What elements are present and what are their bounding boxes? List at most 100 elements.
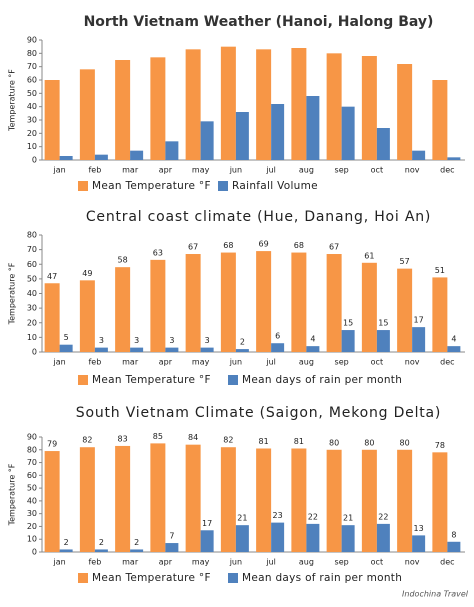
x-tick-label: jul xyxy=(265,358,276,367)
y-tick-label: 30 xyxy=(27,304,37,313)
bar xyxy=(326,449,342,552)
y-tick-label: 40 xyxy=(27,102,37,111)
data-label: 82 xyxy=(223,436,233,445)
x-tick-label: oct xyxy=(371,166,383,175)
y-tick-label: 0 xyxy=(32,548,37,557)
bar xyxy=(256,448,272,552)
y-axis-label: Temperature °F xyxy=(8,262,17,325)
data-label: 4 xyxy=(310,335,315,344)
legend-swatch xyxy=(228,573,238,583)
y-tick-label: 60 xyxy=(27,76,37,85)
x-tick-label: dec xyxy=(440,166,454,175)
data-label: 81 xyxy=(294,437,304,446)
x-tick-label: feb xyxy=(88,166,101,175)
bar xyxy=(397,449,413,552)
data-label: 2 xyxy=(134,538,139,547)
bar xyxy=(115,60,131,160)
y-axis-label: Temperature °F xyxy=(8,69,17,132)
bar xyxy=(412,150,426,160)
data-label: 17 xyxy=(202,519,212,528)
data-label: 3 xyxy=(205,336,210,345)
y-tick-label: 60 xyxy=(27,471,37,480)
data-label: 80 xyxy=(400,438,410,447)
y-tick-label: 40 xyxy=(27,289,37,298)
bar xyxy=(256,251,272,352)
data-label: 63 xyxy=(153,248,163,257)
data-label: 2 xyxy=(64,538,69,547)
data-label: 3 xyxy=(169,336,174,345)
x-tick-label: dec xyxy=(440,558,454,567)
bar xyxy=(376,523,390,552)
bar xyxy=(185,444,201,552)
y-tick-label: 10 xyxy=(27,142,37,151)
bar xyxy=(79,69,95,160)
x-tick-label: apr xyxy=(159,166,173,175)
bar xyxy=(306,96,320,160)
bar xyxy=(79,280,95,352)
bar xyxy=(235,525,249,552)
data-label: 57 xyxy=(400,257,410,266)
data-label: 21 xyxy=(237,514,247,523)
bar xyxy=(200,347,214,352)
x-tick-label: sep xyxy=(335,358,349,367)
bar xyxy=(150,443,166,552)
data-label: 69 xyxy=(259,240,269,249)
bar xyxy=(361,262,377,352)
chart-title: South Vietnam Climate (Saigon, Mekong De… xyxy=(76,405,441,421)
data-label: 68 xyxy=(294,241,304,250)
bar xyxy=(115,267,131,352)
data-label: 83 xyxy=(118,434,128,443)
bar xyxy=(220,447,236,552)
x-tick-label: mar xyxy=(122,558,139,567)
x-tick-label: sep xyxy=(335,558,349,567)
bar xyxy=(447,157,461,160)
y-tick-label: 90 xyxy=(27,36,37,45)
bar xyxy=(326,254,342,352)
legend-label: Mean days of rain per month xyxy=(242,572,402,584)
bar xyxy=(44,283,60,352)
bar xyxy=(412,327,426,352)
data-label: 82 xyxy=(82,436,92,445)
bar xyxy=(220,46,236,160)
y-tick-label: 40 xyxy=(27,496,37,505)
x-tick-label: jan xyxy=(53,166,66,175)
legend-label: Mean days of rain per month xyxy=(242,374,402,386)
legend-swatch xyxy=(78,375,88,385)
y-tick-label: 80 xyxy=(27,231,37,240)
bar xyxy=(79,447,95,552)
legend-label: Mean Temperature °F xyxy=(92,572,211,584)
data-label: 2 xyxy=(240,338,245,347)
bar xyxy=(397,268,413,352)
y-tick-label: 0 xyxy=(32,156,37,165)
bar xyxy=(59,344,73,352)
y-tick-label: 50 xyxy=(27,274,37,283)
data-label: 15 xyxy=(343,319,353,328)
bar xyxy=(59,549,73,552)
data-label: 7 xyxy=(169,532,174,541)
y-tick-label: 80 xyxy=(27,49,37,58)
bar xyxy=(256,49,272,161)
bar xyxy=(150,57,166,161)
x-tick-label: aug xyxy=(299,166,314,175)
bar xyxy=(185,49,201,161)
y-tick-label: 20 xyxy=(27,318,37,327)
data-label: 80 xyxy=(364,438,374,447)
bar xyxy=(165,141,179,160)
y-tick-label: 20 xyxy=(27,522,37,531)
data-label: 13 xyxy=(414,524,424,533)
data-label: 5 xyxy=(64,333,69,342)
y-tick-label: 50 xyxy=(27,484,37,493)
x-tick-label: oct xyxy=(371,558,383,567)
y-tick-label: 70 xyxy=(27,62,37,71)
y-tick-label: 20 xyxy=(27,129,37,138)
y-tick-label: 30 xyxy=(27,509,37,518)
bar xyxy=(341,525,355,552)
bar xyxy=(376,128,390,160)
x-tick-label: may xyxy=(192,558,210,567)
y-tick-label: 70 xyxy=(27,245,37,254)
x-tick-label: oct xyxy=(371,358,383,367)
x-tick-label: sep xyxy=(335,166,349,175)
bar xyxy=(115,445,131,552)
x-tick-label: jun xyxy=(229,558,242,567)
data-label: 23 xyxy=(273,511,283,520)
